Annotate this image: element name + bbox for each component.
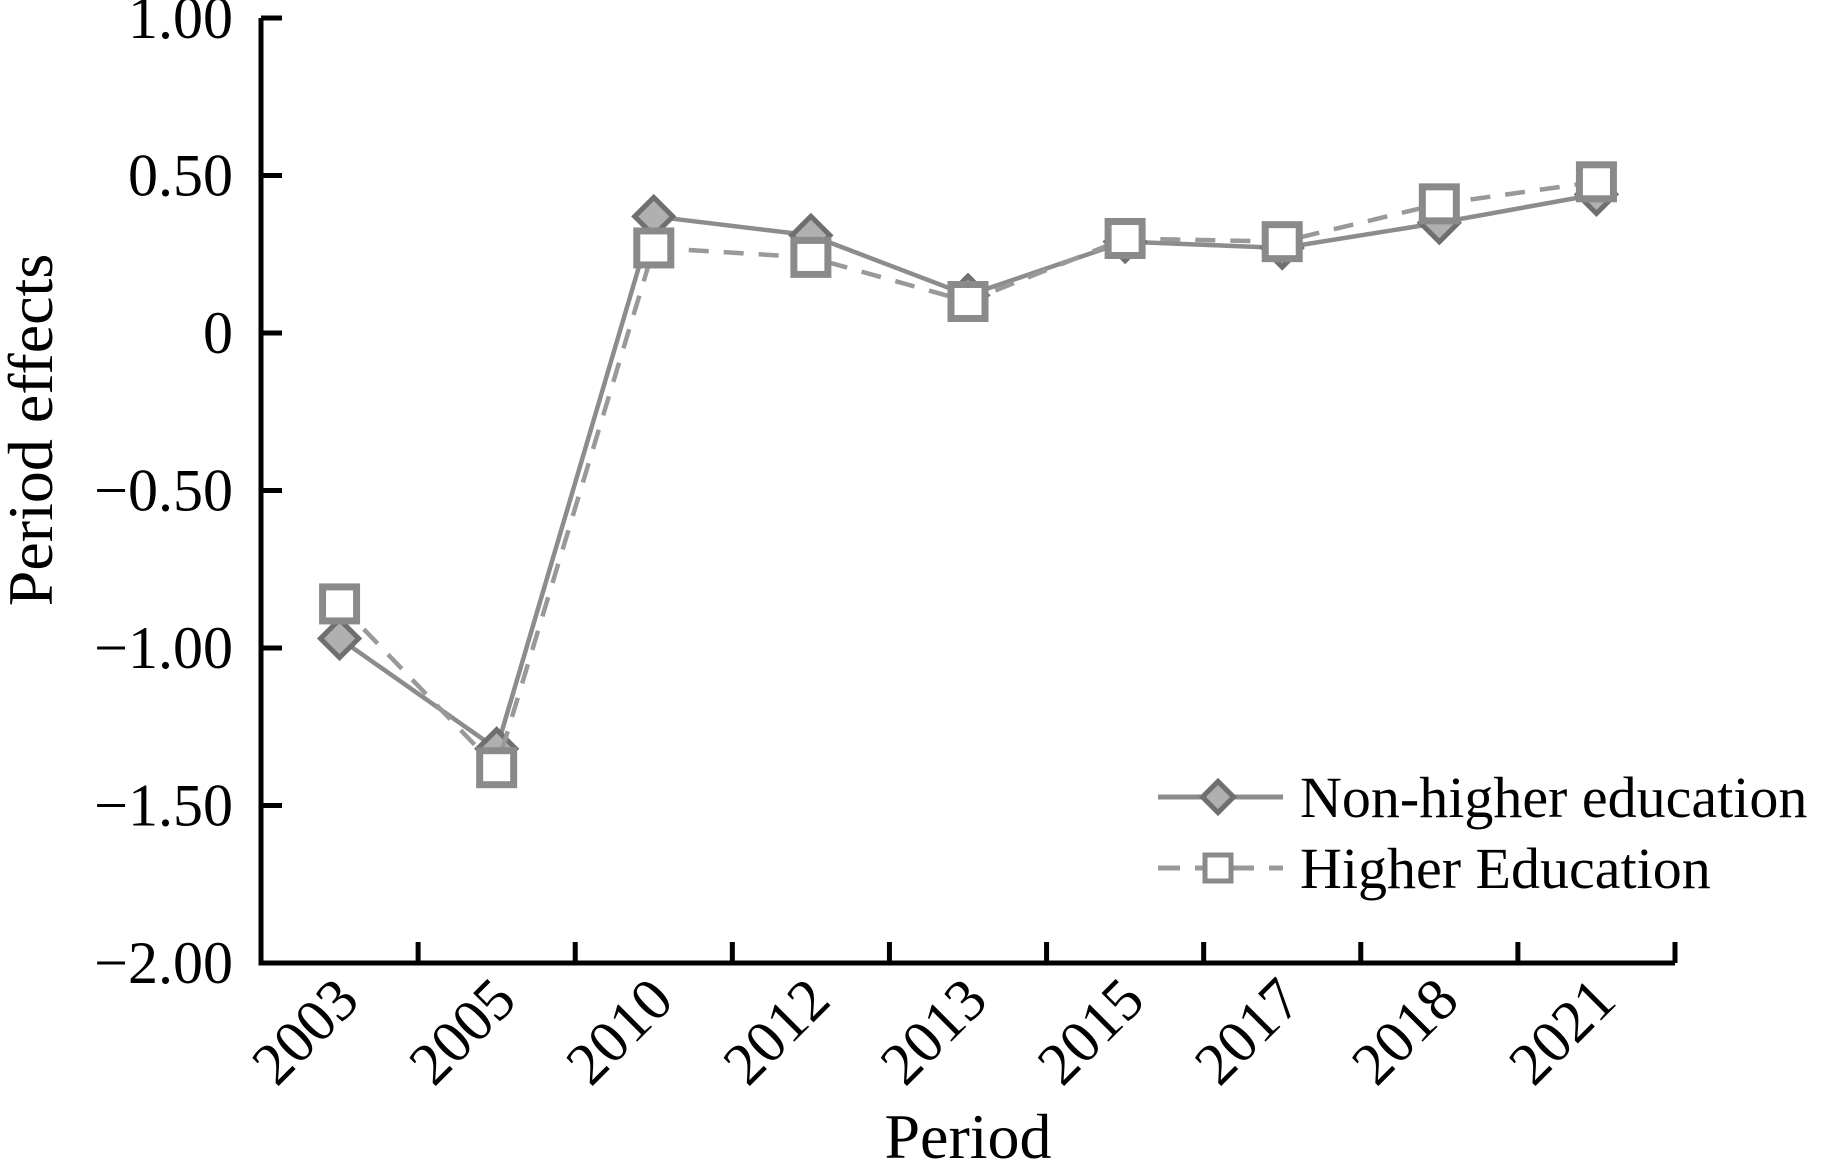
data-point-square — [790, 236, 832, 278]
data-point-square — [1575, 161, 1617, 203]
y-tick-label: 1.00 — [128, 0, 233, 51]
x-axis-title: Period — [884, 1101, 1051, 1172]
legend-square-icon — [1202, 852, 1234, 884]
data-point-diamond — [316, 615, 363, 662]
y-tick-label: 0 — [203, 300, 233, 366]
y-tick-label: −0.50 — [94, 458, 233, 524]
legend: Non-higher education Higher Education — [1158, 765, 1807, 901]
legend-row-non-higher-education: Non-higher education — [1158, 765, 1807, 830]
x-tick-label: 2010 — [553, 966, 685, 1098]
legend-diamond-icon — [1198, 777, 1238, 817]
legend-label-non-higher-education: Non-higher education — [1300, 765, 1807, 830]
y-tick-label: −1.50 — [94, 773, 233, 839]
x-tick-label: 2012 — [711, 966, 843, 1098]
data-point-square — [1104, 218, 1146, 259]
y-tick-label: −2.00 — [94, 930, 233, 996]
x-tick-label: 2003 — [239, 966, 371, 1098]
data-point-square — [476, 747, 518, 789]
data-point-square — [1418, 183, 1460, 225]
x-tick-label: 2013 — [868, 966, 1000, 1098]
series-layer — [316, 161, 1620, 789]
y-tick-label: 0.50 — [128, 143, 233, 209]
y-tick-label: −1.00 — [94, 615, 233, 681]
axes-layer — [258, 15, 1678, 966]
data-point-square — [1261, 221, 1303, 263]
data-point-square — [319, 583, 361, 625]
x-tick-label: 2005 — [396, 966, 528, 1098]
data-point-square — [633, 227, 675, 269]
y-axis-title: Period effects — [0, 254, 66, 606]
legend-label-higher-education: Higher Education — [1300, 836, 1711, 901]
series-line-higher-education — [337, 179, 1597, 773]
x-tick-label: 2018 — [1339, 966, 1471, 1098]
x-tick-label: 2017 — [1182, 966, 1314, 1098]
data-point-square — [947, 281, 989, 322]
x-tick-label: 2015 — [1025, 966, 1157, 1098]
data-point-diamond — [631, 193, 677, 240]
legend-row-higher-education: Higher Education — [1158, 836, 1711, 901]
x-tick-label: 2021 — [1496, 966, 1628, 1098]
